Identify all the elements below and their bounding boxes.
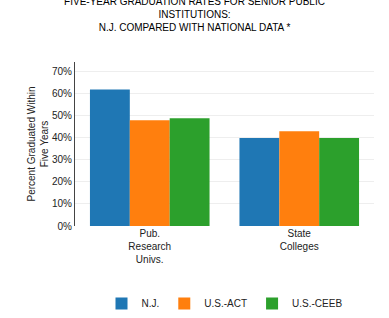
svg-text:60%: 60% (52, 88, 72, 99)
svg-text:U.S.-ACT: U.S.-ACT (204, 298, 247, 309)
svg-text:N.J.: N.J. (142, 298, 160, 309)
svg-text:70%: 70% (52, 66, 72, 77)
svg-text:30%: 30% (52, 154, 72, 165)
svg-text:Pub.ResearchUnivs.: Pub.ResearchUnivs. (128, 228, 171, 265)
svg-text:StateColleges: StateColleges (280, 228, 319, 252)
svg-text:10%: 10% (52, 198, 72, 209)
svg-text:20%: 20% (52, 176, 72, 187)
svg-text:FIVE-YEAR GRADUATION RATES FOR: FIVE-YEAR GRADUATION RATES FOR SENIOR PU… (64, 0, 325, 33)
svg-text:40%: 40% (52, 132, 72, 143)
svg-text:Percent Graduated WithinFive Y: Percent Graduated WithinFive Years (26, 86, 50, 201)
svg-text:U.S.-CEEB: U.S.-CEEB (292, 298, 342, 309)
svg-text:0%: 0% (58, 221, 73, 232)
svg-text:50%: 50% (52, 110, 72, 121)
